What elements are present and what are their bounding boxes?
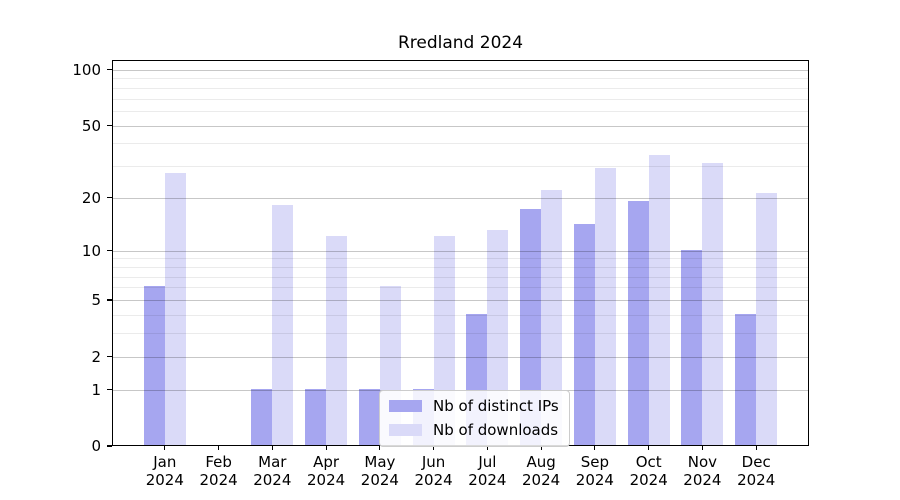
x-tick-mark	[648, 446, 650, 450]
bar-distinct-ips	[251, 388, 273, 445]
y-tick-mark	[107, 250, 112, 252]
bar-downloads	[756, 193, 778, 445]
x-tick-mark	[325, 446, 327, 450]
y-tick-label: 2	[91, 347, 101, 366]
y-tick-mark	[107, 69, 112, 71]
x-tick-mark	[486, 446, 488, 450]
x-tick-label: Mar 2024	[253, 453, 292, 489]
x-tick-label: Nov 2024	[683, 453, 722, 489]
y-tick-mark	[107, 388, 112, 391]
bar-downloads	[648, 155, 670, 445]
x-tick-label: Aug 2024	[522, 453, 561, 489]
bar-distinct-ips	[305, 388, 327, 445]
legend-entry: Nb of distinct IPs	[389, 397, 559, 415]
y-tick-mark	[107, 125, 112, 127]
y-tick-mark	[107, 445, 112, 447]
bar-downloads	[326, 236, 348, 445]
y-tick-label: 10	[81, 241, 101, 260]
y-tick-label: 1	[91, 380, 101, 399]
x-tick-mark	[594, 446, 596, 450]
x-tick-label: Jan 2024	[145, 453, 184, 489]
bar-downloads	[594, 167, 616, 445]
legend-entry: Nb of downloads	[389, 421, 559, 439]
bar-distinct-ips	[735, 313, 757, 445]
legend-swatch-distinct-ips	[389, 400, 422, 412]
legend-label: Nb of distinct IPs	[433, 397, 559, 415]
x-tick-mark	[433, 446, 435, 450]
x-tick-mark	[164, 446, 166, 450]
bar-downloads	[164, 173, 186, 445]
y-tick-label: 100	[72, 60, 101, 79]
y-tick-label: 20	[81, 188, 101, 207]
x-tick-label: Sep 2024	[575, 453, 614, 489]
bar-distinct-ips	[143, 286, 165, 445]
x-tick-mark	[540, 446, 542, 450]
x-tick-label: Jul 2024	[468, 453, 507, 489]
bar-downloads	[702, 162, 724, 445]
y-tick-mark	[107, 299, 112, 301]
x-tick-mark	[701, 446, 703, 450]
x-tick-label: Apr 2024	[307, 453, 346, 489]
bar-downloads	[541, 189, 563, 445]
y-tick-label: 50	[81, 116, 101, 135]
bar-distinct-ips	[627, 200, 649, 445]
bar-distinct-ips	[358, 388, 380, 445]
x-tick-label: May 2024	[360, 453, 399, 489]
y-tick-label: 5	[91, 291, 101, 309]
x-tick-label: Jun 2024	[414, 453, 453, 489]
y-tick-mark	[107, 355, 112, 358]
legend: Nb of distinct IPs Nb of downloads	[379, 390, 570, 447]
x-tick-label: Dec 2024	[737, 453, 776, 489]
x-tick-label: Feb 2024	[199, 453, 238, 489]
bar-distinct-ips	[681, 249, 703, 445]
bar-downloads	[272, 205, 294, 445]
bar-distinct-ips	[520, 209, 542, 445]
x-tick-mark	[218, 446, 220, 450]
bar-distinct-ips	[573, 224, 595, 445]
legend-label: Nb of downloads	[433, 421, 559, 439]
x-tick-label: Oct 2024	[629, 453, 668, 489]
chart-title: Rredland 2024	[397, 33, 524, 53]
y-tick-mark	[107, 197, 112, 199]
legend-swatch-downloads	[389, 424, 422, 436]
x-tick-mark	[271, 446, 273, 450]
x-tick-mark	[755, 446, 757, 450]
y-tick-label: 0	[91, 437, 101, 455]
x-tick-mark	[379, 446, 381, 450]
